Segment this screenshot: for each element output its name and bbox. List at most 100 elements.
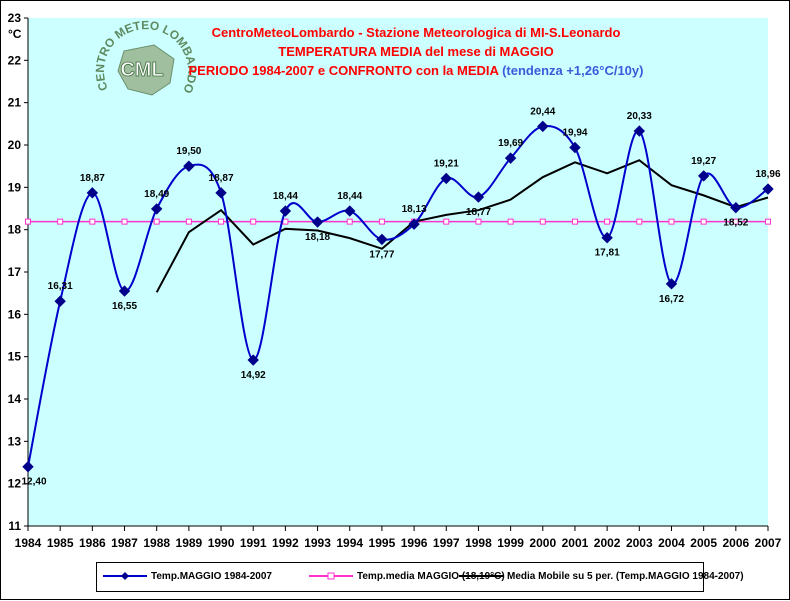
data-label-1998: 18,77: [466, 207, 491, 218]
data-label-1997: 19,21: [434, 158, 459, 169]
data-label-2005: 19,27: [691, 156, 716, 167]
temp-point-2004: [665, 278, 678, 290]
y-tick-label-18: 18: [8, 223, 22, 237]
media-point-2003: [636, 218, 643, 225]
x-tick-label-1986: 1986: [79, 536, 106, 550]
data-label-1989: 19,50: [176, 146, 201, 157]
media-point-2006: [732, 218, 739, 225]
y-tick-label-13: 13: [8, 434, 22, 448]
legend-swatch-temp: [103, 572, 147, 580]
legend-item-moving: Media Mobile su 5 per. (Temp.MAGGIO 1984…: [459, 570, 744, 582]
legend-item-temp: Temp.MAGGIO 1984-2007: [103, 570, 272, 582]
media-point-1992: [282, 218, 289, 225]
x-tick-label-1999: 1999: [497, 536, 524, 550]
temp-point-2006: [730, 201, 742, 214]
legend-label-moving: Media Mobile su 5 per. (Temp.MAGGIO 1984…: [507, 570, 744, 582]
temp-point-1985: [54, 295, 66, 307]
data-label-2003: 20,33: [627, 111, 652, 122]
data-label-2000: 20,44: [530, 106, 555, 117]
data-label-2002: 17,81: [595, 248, 620, 259]
y-tick-label-14: 14: [8, 392, 22, 406]
legend-label-media: Temp.media MAGGIO (18,19°C): [357, 570, 505, 582]
y-tick-label-11: 11: [8, 519, 21, 533]
data-label-1994: 18,44: [337, 191, 362, 202]
data-label-2004: 16,72: [659, 294, 684, 305]
data-label-1999: 19,69: [498, 138, 523, 149]
y-tick-label-23: 23: [8, 11, 22, 25]
x-tick-label-1994: 1994: [336, 536, 363, 550]
y-tick-label-20: 20: [8, 138, 22, 152]
legend-swatch-media: [309, 572, 353, 580]
x-tick-label-2001: 2001: [562, 536, 589, 550]
x-tick-label-2002: 2002: [594, 536, 621, 550]
temp-point-2005: [697, 170, 710, 182]
x-tick-label-1997: 1997: [433, 536, 460, 550]
series-group: [22, 120, 774, 473]
temp-point-1994: [344, 205, 356, 217]
data-label-1990: 18,87: [209, 173, 234, 184]
logo-text: CML: [120, 59, 163, 81]
data-label-2001: 19,94: [562, 128, 587, 139]
y-tick-label-21: 21: [8, 96, 22, 110]
chart-title-line-2: TEMPERATURA MEDIA del mese di MAGGIO: [278, 44, 554, 59]
temp-point-1997: [440, 172, 452, 185]
x-tick-label-2000: 2000: [529, 536, 556, 550]
temp-point-1995: [376, 233, 388, 246]
data-label-1984: 12,40: [21, 477, 46, 488]
temp-point-1990: [215, 187, 227, 199]
x-tick-label-1989: 1989: [176, 536, 203, 550]
temp-point-1992: [279, 205, 292, 217]
media-point-1986: [89, 218, 96, 225]
x-tick-label-2003: 2003: [626, 536, 653, 550]
data-labels: 12,40 16,31 18,87 16,55 18,49 19,50 18,87 14,92…: [21, 106, 780, 487]
data-label-1992: 18,44: [273, 191, 298, 202]
temp-point-1993: [311, 216, 324, 228]
temp-point-1984: [22, 461, 34, 473]
x-tick-label-1984: 1984: [15, 536, 42, 550]
media-point-1990: [218, 218, 225, 225]
media-point-1988: [153, 218, 160, 225]
data-label-1995: 17,77: [369, 249, 394, 260]
data-label-1996: 18,13: [402, 204, 427, 215]
temp-point-1996: [408, 218, 420, 230]
media-point-1997: [443, 218, 450, 225]
x-tick-label-1992: 1992: [272, 536, 299, 550]
x-tick-label-2006: 2006: [722, 536, 749, 550]
media-point-1987: [121, 218, 128, 225]
x-tick-label-1988: 1988: [143, 536, 170, 550]
temp-point-2000: [537, 120, 549, 133]
temp-point-1989: [183, 160, 195, 172]
y-tick-label-12: 12: [8, 477, 22, 491]
x-tick-label-1993: 1993: [304, 536, 331, 550]
x-tick-label-1998: 1998: [465, 536, 492, 550]
x-tick-label-1995: 1995: [369, 536, 396, 550]
trend-note: (tendenza +1,26°C/10y): [502, 63, 644, 78]
temp-point-1998: [472, 191, 485, 203]
temp-point-1988: [150, 203, 163, 215]
x-tick-label-1990: 1990: [208, 536, 235, 550]
temp-point-2002: [601, 232, 613, 244]
x-tick-label-1991: 1991: [240, 536, 267, 550]
temp-point-2007: [762, 183, 774, 195]
media-point-2001: [571, 218, 578, 225]
x-ticks: 1984 1985 1986 1987 1988 1989 1990 1991 1992 1993…: [15, 526, 782, 550]
data-label-1988: 18,49: [144, 189, 169, 200]
media-point-1989: [185, 218, 192, 225]
y-tick-label-19: 19: [8, 180, 22, 194]
data-label-1987: 16,55: [112, 301, 137, 312]
media-point-1985: [57, 218, 64, 225]
data-label-1985: 16,31: [48, 281, 73, 292]
temp-point-1991: [247, 354, 259, 366]
y-unit-label: °C: [8, 27, 22, 41]
series-line-moving-average: [155, 159, 769, 293]
legend-item-media: Temp.media MAGGIO (18,19°C): [309, 570, 505, 582]
y-ticks: 11 12 13 14 15 16 17 18 19 20 21 22 23: [8, 11, 28, 533]
data-label-1993: 18,18: [305, 232, 330, 243]
media-point-2000: [539, 218, 546, 225]
media-point-2005: [700, 218, 707, 225]
temp-point-2001: [569, 141, 581, 154]
media-point-1984: [25, 218, 31, 225]
chart-title-line-3: PERIODO 1984-2007 e CONFRONTO con la MED…: [151, 63, 681, 78]
